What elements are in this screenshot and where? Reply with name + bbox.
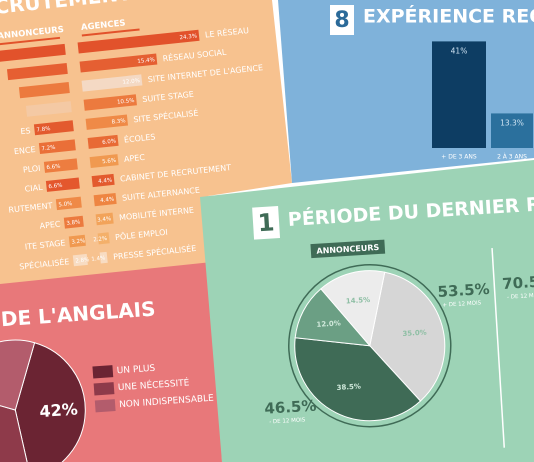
category-label: 2 À 3 ANS xyxy=(497,154,527,161)
bar-value-label: 4.4% xyxy=(98,178,113,185)
bar xyxy=(432,41,486,148)
bar-value-label: 4.4% xyxy=(100,197,115,204)
category-label: ENCE xyxy=(13,145,36,156)
slice-label: 35.0% xyxy=(402,329,427,338)
legend-swatch xyxy=(94,399,116,413)
bar-value-label: 15.4% xyxy=(137,57,155,65)
bar-value-label: 12.0% xyxy=(122,78,140,86)
bar xyxy=(77,29,200,54)
bar xyxy=(33,120,74,136)
slice-label: 38.5% xyxy=(336,382,361,391)
bar xyxy=(18,82,70,99)
header-underline xyxy=(0,36,61,46)
legend-label: AGENCES xyxy=(81,18,126,33)
bar xyxy=(99,251,108,264)
pie-slice xyxy=(320,270,386,347)
bar-value-label: 7.2% xyxy=(41,145,56,152)
bar-value-label: 1.4% xyxy=(91,256,106,263)
bar xyxy=(81,74,143,92)
annotation-note: - DE 12 MOIS xyxy=(507,293,534,301)
bar xyxy=(87,134,119,149)
number-box xyxy=(252,206,281,240)
bar-value-label: 41% xyxy=(451,46,468,55)
experience-chart: 8 EXPÉRIENCE REQ 41% + DE 3 ANS 13.3% 2 À 3 A… xyxy=(330,5,534,161)
chart-title: EXPÉRIENCE REQ xyxy=(363,5,534,28)
category-label: CIAL xyxy=(24,183,43,194)
pie-slice xyxy=(14,342,86,462)
bar xyxy=(79,53,158,73)
number-box xyxy=(330,5,354,35)
legend-swatch xyxy=(92,365,114,379)
bar-value-label: 7.8% xyxy=(36,126,51,133)
bar-value-label: 3.2% xyxy=(71,238,86,245)
category-label: ES xyxy=(20,126,31,136)
bar-value-label: 24.3% xyxy=(179,33,197,41)
category-label: APEC xyxy=(39,220,61,231)
bar xyxy=(85,114,129,130)
bar-value-label: 3.8% xyxy=(66,220,81,227)
bar xyxy=(43,158,78,173)
category-label: ÉCOLES xyxy=(123,130,156,144)
slice-label: 14.5% xyxy=(346,296,371,305)
bar-value-label: 5.0% xyxy=(58,201,73,208)
bar-value-label: 6.0% xyxy=(102,139,117,146)
legend-label: UN PLUS xyxy=(116,364,155,377)
header-underline xyxy=(81,28,140,37)
bar xyxy=(63,215,84,229)
bar-value-label: 3.4% xyxy=(97,216,112,223)
bar xyxy=(55,196,82,211)
annotation-value: 70.5% xyxy=(502,272,534,293)
recruitment-panel xyxy=(0,0,292,284)
bar-value-label: 13.3% xyxy=(500,118,524,127)
slice-label: 12.0% xyxy=(316,319,341,328)
annotation-value: 46.5% xyxy=(264,397,317,418)
bar xyxy=(72,253,88,267)
bar-value-label: 10.5% xyxy=(117,98,135,106)
bar xyxy=(91,173,115,188)
bar xyxy=(25,101,72,117)
category-label: APEC xyxy=(124,153,146,164)
pie-slice xyxy=(294,337,422,422)
bar xyxy=(93,192,117,207)
annotation-value: 53.5% xyxy=(437,280,490,301)
bar xyxy=(38,139,76,155)
bar-value-label: 2.8% xyxy=(75,257,90,264)
bar xyxy=(68,234,86,248)
bar-value-label: 2.2% xyxy=(93,236,108,243)
bar xyxy=(83,94,137,111)
category-label: + DE 3 ANS xyxy=(441,154,477,161)
section-number: 1 xyxy=(257,208,275,237)
bar xyxy=(89,154,119,169)
slice-label: 42% xyxy=(39,399,79,421)
bar xyxy=(97,232,110,245)
divider xyxy=(491,248,505,448)
bar xyxy=(0,43,66,64)
section-number: 8 xyxy=(334,8,349,33)
bar-value-label: 8.3% xyxy=(111,118,126,125)
annotation-note: - DE 12 MOIS xyxy=(269,417,306,425)
category-label: PLOI xyxy=(22,164,41,175)
subtitle-badge xyxy=(310,239,386,259)
bar-value-label: 6.6% xyxy=(48,183,63,190)
legend-swatch xyxy=(93,382,115,396)
bar xyxy=(6,62,68,81)
bar-value-label: 6.6% xyxy=(46,164,61,171)
pie-slice xyxy=(369,271,446,402)
bar-value-label: 5.6% xyxy=(102,158,117,165)
pie-slice xyxy=(0,390,32,462)
bar xyxy=(45,177,80,192)
subtitle: ANNONCEURS xyxy=(316,243,380,256)
bar xyxy=(95,212,114,226)
pie-slice xyxy=(0,339,36,411)
pie-ring xyxy=(288,263,452,428)
category-label: ITE STAGE xyxy=(24,238,65,251)
annotation-note: + DE 12 MOIS xyxy=(442,300,482,308)
bar xyxy=(491,113,533,148)
